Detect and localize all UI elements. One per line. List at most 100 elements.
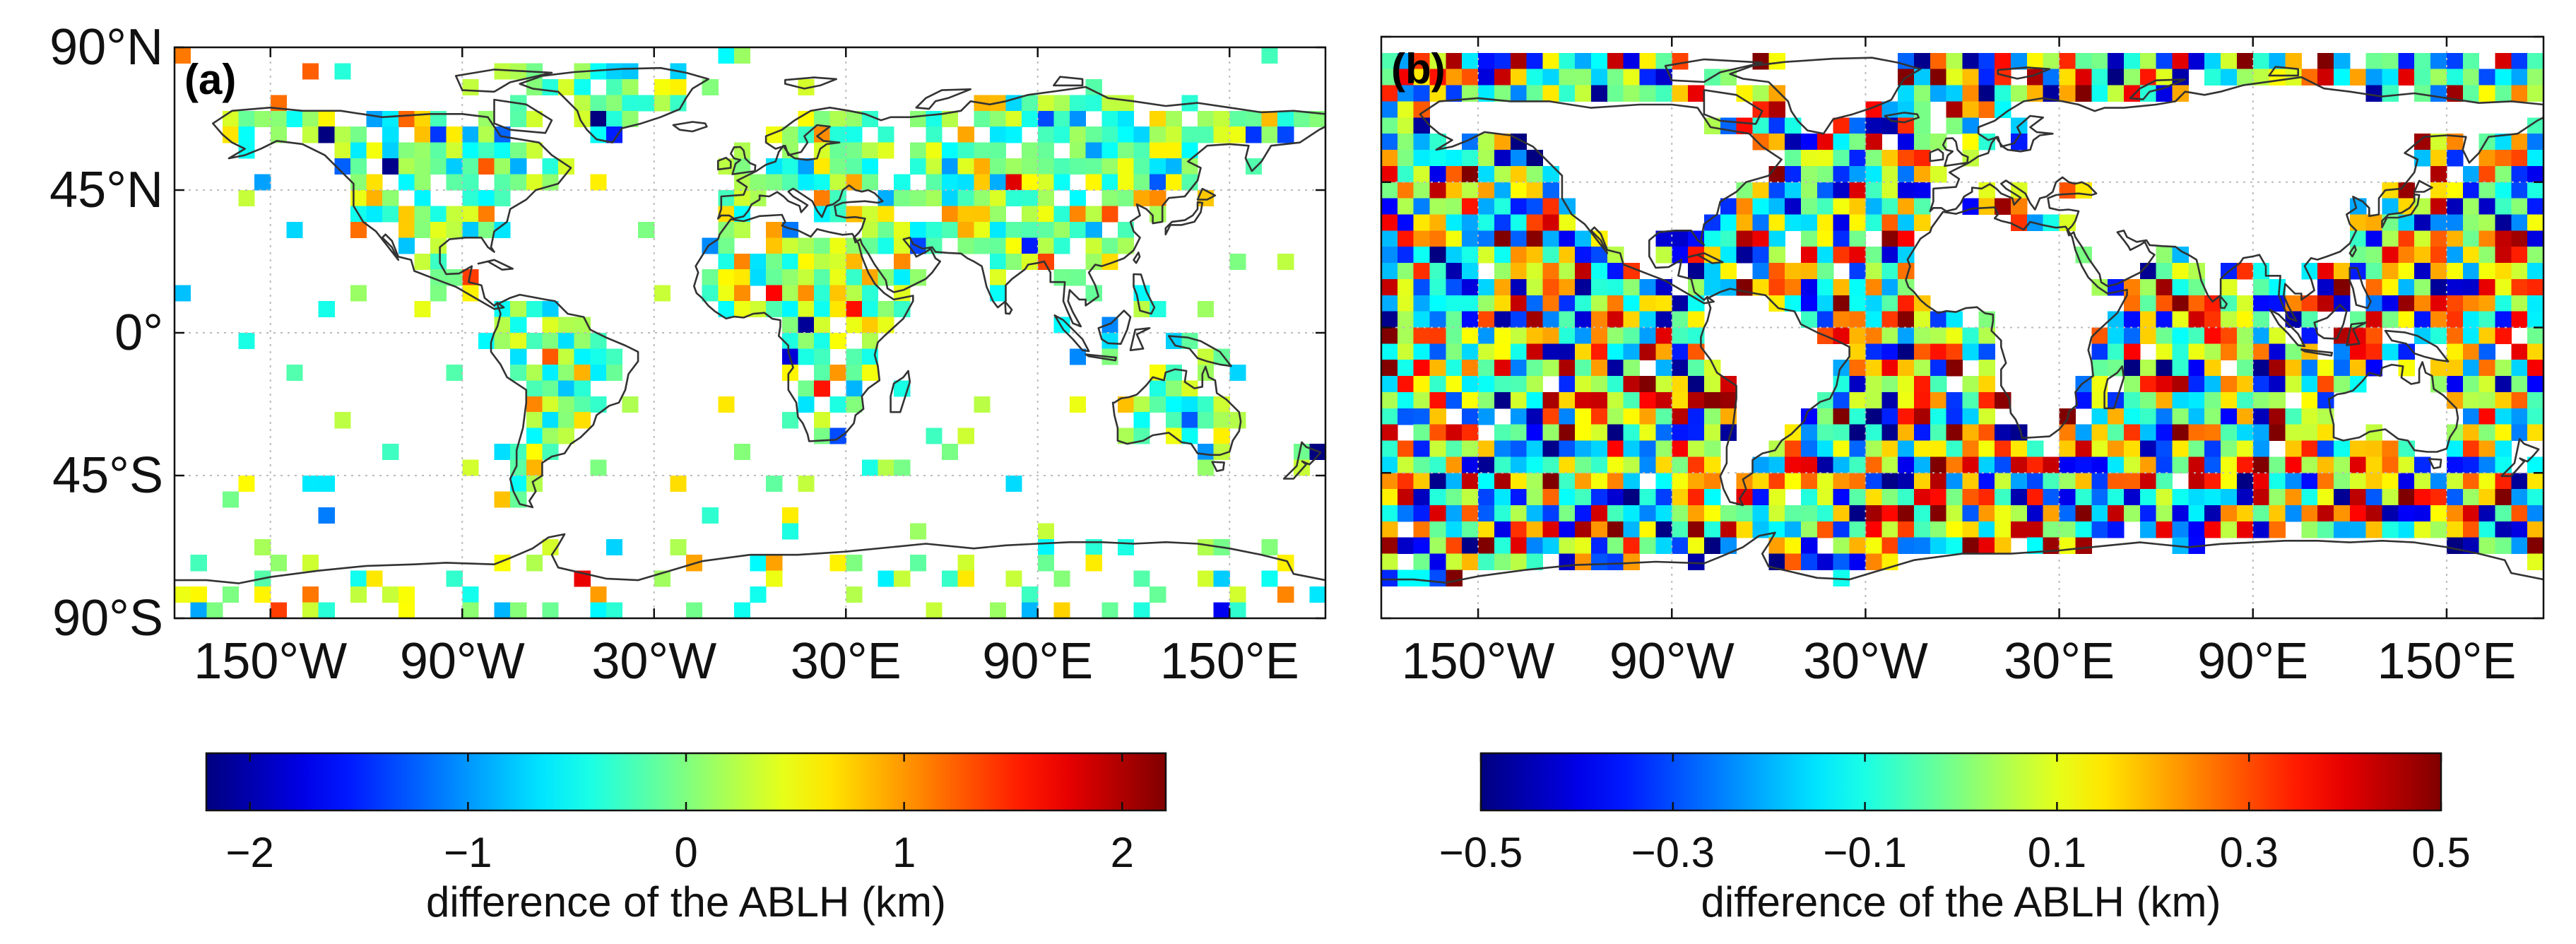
grid-cell <box>1462 295 1479 312</box>
grid-cell <box>2269 295 2286 312</box>
grid-cell <box>1962 505 1979 522</box>
grid-cell <box>1639 69 1657 86</box>
coastline-sumatra <box>2269 309 2306 348</box>
grid-cell <box>1053 602 1070 618</box>
grid-cell <box>1101 142 1118 159</box>
grid-cell <box>2382 295 2399 312</box>
grid-cell <box>1623 278 1641 296</box>
grid-cell <box>1526 473 1544 490</box>
grid-cell <box>1261 110 1278 127</box>
grid-cell <box>1559 553 1576 571</box>
grid-cell <box>1446 537 1463 555</box>
grid-cell <box>382 158 399 175</box>
grid-cell <box>878 459 894 476</box>
colorbar-label: difference of the ABLH (km) <box>426 878 946 926</box>
grid-cell <box>1478 182 1495 199</box>
grid-cell <box>878 206 894 223</box>
grid-cell <box>2398 278 2415 296</box>
colorbar-tick-label: −1 <box>444 829 492 876</box>
grid-cell <box>1446 553 1463 571</box>
grid-cell <box>814 348 831 365</box>
grid-cell <box>1865 360 1882 377</box>
grid-cell <box>462 78 479 95</box>
x-tick-label: 90°E <box>2197 633 2308 690</box>
grid-cell <box>526 444 543 461</box>
grid-cell <box>542 396 559 413</box>
grid-cell <box>2188 327 2205 344</box>
grid-cell <box>558 333 575 350</box>
grid-cell <box>1655 360 1672 377</box>
grid-cell <box>1655 424 1672 442</box>
grid-cell <box>398 174 415 191</box>
grid-cell <box>2059 182 2076 199</box>
grid-cell <box>398 110 415 127</box>
grid-cell <box>1801 553 1818 571</box>
grid-cell <box>1559 311 1576 329</box>
grid-cell <box>1865 343 1882 360</box>
grid-cell <box>909 523 926 540</box>
grid-cell <box>1623 489 1641 506</box>
grid-cell <box>1413 101 1431 118</box>
grid-cell <box>494 221 511 238</box>
grid-cell <box>1688 553 1705 571</box>
grid-cell <box>1559 69 1576 86</box>
grid-cell <box>1198 301 1215 318</box>
grid-cell <box>1865 505 1882 522</box>
grid-cell <box>1752 247 1769 264</box>
grid-cell <box>1930 52 1947 70</box>
grid-cell <box>2317 360 2334 377</box>
grid-cell <box>2156 489 2173 506</box>
grid-cell <box>1655 391 1672 409</box>
grid-cell <box>1005 174 1022 191</box>
grid-cell <box>974 190 991 207</box>
grid-cell <box>2365 230 2383 247</box>
grid-cell <box>733 174 751 191</box>
grid-cell <box>2301 408 2318 425</box>
grid-cell <box>2123 327 2141 344</box>
grid-cell <box>1510 537 1528 555</box>
grid-cell <box>1510 424 1528 442</box>
grid-cell <box>1833 134 1850 151</box>
grid-cell <box>1913 505 1931 522</box>
grid-cell <box>2478 230 2496 247</box>
grid-cell <box>414 190 431 207</box>
grid-cell <box>478 110 495 127</box>
grid-cell <box>2059 505 2076 522</box>
grid-cell <box>1070 95 1087 112</box>
grid-cell <box>1995 473 2011 490</box>
grid-cell <box>2462 424 2480 442</box>
grid-cell <box>605 110 623 127</box>
grid-cell <box>2156 408 2173 425</box>
grid-cell <box>2221 69 2238 86</box>
grid-cell <box>1413 85 1431 102</box>
grid-cell <box>2221 391 2238 409</box>
grid-cell <box>2365 505 2383 522</box>
grid-cell <box>1688 521 1705 538</box>
grid-cell <box>430 253 447 270</box>
grid-cell <box>1245 158 1263 175</box>
grid-cell <box>1688 440 1705 457</box>
grid-cell <box>1720 408 1737 425</box>
grid-cell <box>590 586 607 603</box>
grid-cell <box>1478 134 1495 151</box>
grid-cell <box>574 364 591 381</box>
grid-cell <box>1962 101 1979 118</box>
grid-cell <box>2382 505 2399 522</box>
grid-cell <box>1462 505 1479 522</box>
grid-cell <box>1865 440 1882 457</box>
grid-cell <box>1542 247 1559 264</box>
grid-cell <box>1478 489 1495 506</box>
grid-cell <box>574 348 591 365</box>
coastline-severnaya <box>1053 76 1084 87</box>
grid-cell <box>1070 269 1087 286</box>
grid-cell <box>2398 198 2415 216</box>
grid-cell <box>1623 537 1641 555</box>
grid-cell <box>2446 247 2464 264</box>
x-tick-label: 90°W <box>400 633 525 690</box>
grid-cell <box>1607 360 1624 377</box>
grid-cell <box>2123 278 2141 296</box>
grid-cell <box>2108 489 2125 506</box>
grid-cell <box>302 602 319 618</box>
grid-cell <box>2398 311 2415 329</box>
grid-cell <box>2108 327 2125 344</box>
